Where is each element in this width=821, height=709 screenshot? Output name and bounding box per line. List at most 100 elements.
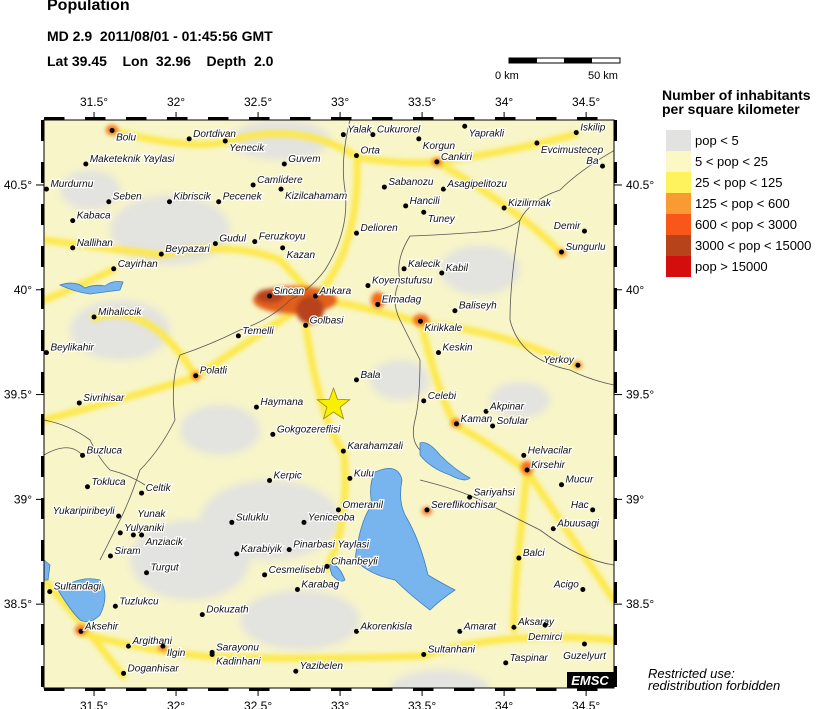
city-marker[interactable]: Suluklu — [229, 511, 270, 525]
city-marker[interactable]: Karabiyik — [234, 543, 284, 557]
city-marker[interactable]: Feruzkoyu — [252, 230, 307, 245]
city-marker[interactable]: Guvem — [281, 153, 322, 167]
city-marker[interactable]: Korgun — [416, 136, 457, 153]
city-marker[interactable]: Ba — [585, 155, 606, 169]
city-marker[interactable]: Taspinar — [503, 652, 550, 666]
city-marker[interactable]: Cesmelisebil — [262, 564, 327, 578]
city-marker[interactable]: Kalecik — [401, 258, 443, 272]
city-marker[interactable]: Guzelyurt — [562, 641, 608, 663]
city-marker[interactable]: Polatli — [193, 364, 229, 379]
city-marker[interactable]: Yalak — [340, 123, 374, 138]
city-marker[interactable]: Seben — [106, 190, 143, 205]
city-marker[interactable]: Kibriscik — [166, 190, 213, 205]
city-marker[interactable]: Akpinar — [483, 400, 526, 414]
city-marker[interactable]: Yaprakli — [462, 123, 506, 141]
city-marker[interactable]: Kaman — [454, 413, 494, 427]
city-marker[interactable]: Kadinhani — [209, 651, 263, 669]
city-marker[interactable]: Akorenkisla — [353, 620, 414, 634]
city-marker[interactable]: Celebi — [421, 390, 458, 404]
city-marker[interactable]: Aksaray — [511, 616, 556, 630]
city-marker[interactable]: Pinarbasi Yaylasi — [286, 538, 371, 553]
city-marker[interactable]: Yulyaniki — [117, 522, 166, 536]
city-marker[interactable]: Turgut — [144, 561, 181, 576]
city-marker[interactable]: Kulu — [347, 467, 376, 481]
city-marker[interactable]: Abuusagi — [550, 517, 601, 532]
city-marker[interactable]: Ankara — [312, 285, 353, 299]
city-marker[interactable]: Hancili — [403, 195, 442, 209]
city-marker[interactable]: Yukaripiribeyli — [52, 505, 122, 519]
city-marker[interactable]: Kizilirmak — [501, 197, 553, 211]
city-marker[interactable]: Beylikahir — [43, 341, 96, 356]
city-marker[interactable]: Cayirhan — [111, 258, 159, 272]
city-marker[interactable]: Omeranil — [335, 499, 385, 513]
city-marker[interactable]: Sultanhani — [421, 643, 477, 657]
city-marker[interactable]: Iskilip — [573, 121, 607, 136]
city-marker[interactable]: Tuzlukcu — [112, 595, 160, 609]
city-marker[interactable]: Mihaliccik — [91, 306, 144, 320]
city-marker[interactable]: Aksehir — [78, 620, 120, 634]
city-marker[interactable]: Anziacik — [139, 532, 185, 549]
city-marker[interactable]: Yunak — [130, 508, 168, 538]
city-marker[interactable]: Bala — [353, 369, 382, 383]
city-marker[interactable]: Yazibelen — [293, 660, 345, 674]
city-marker[interactable]: Yerkoy — [542, 354, 581, 368]
city-marker[interactable]: Siram — [107, 545, 142, 559]
city-marker[interactable]: Balci — [516, 547, 547, 561]
city-marker[interactable]: Cihanbeyli — [324, 555, 380, 569]
city-marker[interactable]: Yeniceoba — [301, 511, 356, 525]
city-marker[interactable]: Sabanozu — [381, 176, 435, 190]
city-marker[interactable]: Beypazari — [158, 243, 212, 257]
city-marker[interactable]: Nallihan — [70, 237, 115, 251]
city-marker[interactable]: Sarayonu — [209, 641, 261, 655]
city-marker[interactable]: Argithani — [125, 635, 174, 649]
city-marker[interactable]: Tokluca — [84, 476, 127, 490]
city-marker[interactable]: Ilgin — [160, 643, 187, 660]
city-marker[interactable]: Cankiri — [434, 151, 474, 165]
city-marker[interactable]: Gudul — [212, 232, 248, 247]
city-marker[interactable]: Sultandagi — [47, 580, 103, 595]
city-marker[interactable]: Golbasi — [303, 314, 346, 328]
city-marker[interactable]: Dokuzath — [199, 603, 250, 618]
city-marker[interactable]: Doganhisar — [121, 662, 181, 676]
city-marker[interactable]: Camlidere — [250, 174, 304, 188]
city-marker[interactable]: Cukurorel — [370, 123, 422, 138]
city-marker[interactable]: Kirsehir — [524, 459, 567, 473]
city-marker[interactable]: Celtik — [139, 482, 173, 496]
city-marker[interactable]: Kerpic — [267, 469, 303, 484]
city-marker[interactable]: Sariyahsi — [467, 486, 517, 500]
city-marker[interactable]: Dortdivan — [186, 128, 238, 142]
city-marker[interactable]: Kazan — [280, 245, 317, 262]
city-marker[interactable]: Asagipelitozu — [440, 178, 509, 192]
city-marker[interactable]: Temelli — [235, 325, 276, 339]
city-marker[interactable]: Bolu — [109, 127, 138, 145]
city-marker[interactable]: Tuney — [421, 209, 457, 226]
city-marker[interactable]: Sofular — [490, 415, 530, 429]
city-marker[interactable]: Koyenstufusu — [365, 274, 434, 289]
city-marker[interactable]: Kabil — [439, 262, 470, 276]
city-marker[interactable]: Demir — [553, 220, 587, 234]
city-marker[interactable]: Evcimustecep — [534, 140, 605, 157]
city-marker[interactable]: Keskin — [435, 341, 474, 356]
city-marker[interactable]: Acigo — [552, 578, 586, 592]
city-marker[interactable]: Kirikkale — [417, 318, 464, 335]
city-marker[interactable]: Gokgozereflisi — [270, 423, 342, 437]
city-marker[interactable]: Helvacilar — [521, 444, 574, 458]
city-marker[interactable]: Buzluca — [80, 444, 124, 458]
city-marker[interactable]: Amarat — [457, 620, 499, 634]
city-marker[interactable]: Haymana — [253, 396, 305, 410]
epicenter-star[interactable] — [316, 386, 351, 420]
city-marker[interactable]: Maketeknik Yaylasi — [83, 153, 177, 167]
city-marker[interactable]: Mucur — [559, 473, 595, 488]
city-marker[interactable]: Pecenek — [216, 190, 264, 205]
city-marker[interactable]: Elmadag — [375, 293, 423, 307]
city-marker[interactable]: Orta — [353, 144, 382, 159]
city-marker[interactable]: Karabag — [294, 578, 341, 592]
city-marker[interactable]: Murdurnu — [43, 178, 95, 192]
city-marker[interactable]: Sivrihisar — [76, 392, 126, 406]
city-marker[interactable]: Karahamzali — [340, 440, 405, 454]
city-marker[interactable]: Sereflikochisar — [424, 499, 499, 513]
city-marker[interactable]: Sincan — [267, 285, 306, 299]
city-marker[interactable]: Yenecik — [222, 138, 267, 155]
city-marker[interactable]: Baliseyh — [452, 299, 498, 314]
